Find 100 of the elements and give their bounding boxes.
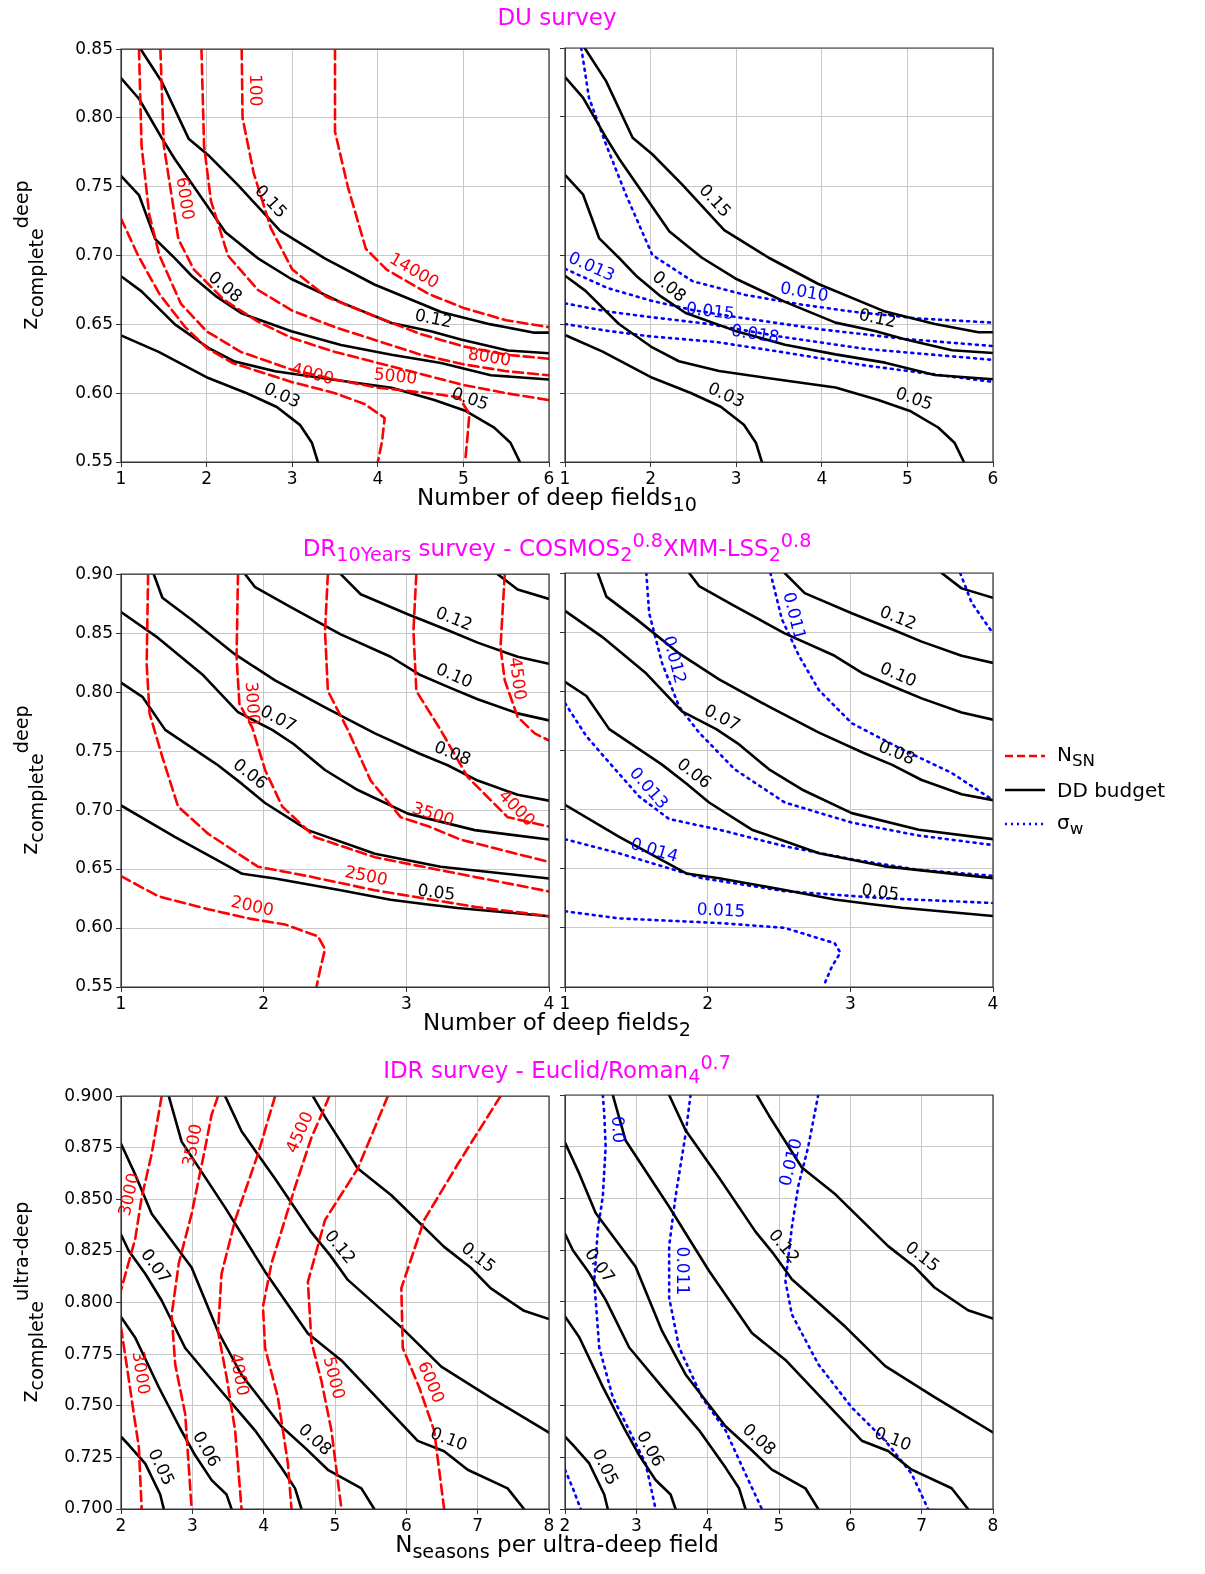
annotation: 0.011: [779, 589, 811, 642]
annotation: 0.011: [672, 1246, 693, 1296]
x-tick-label: 1: [115, 992, 127, 1013]
x-tick-label: 7: [916, 1514, 928, 1535]
y-tick-label: 0.85: [75, 37, 113, 58]
annotation: 0.010: [774, 1135, 806, 1189]
legend-label: σ$_{w}$: [1057, 809, 1084, 838]
annotation: 0.03: [261, 377, 304, 412]
annotation: 0.08: [431, 736, 475, 770]
annotation: 6000: [172, 175, 199, 222]
x-tick-label: 2: [258, 992, 270, 1013]
annotation: 5000: [372, 363, 419, 388]
y-tick-label: 0.875: [64, 1136, 113, 1157]
annotation: 0.010: [778, 277, 831, 306]
y-tick-label: 0.75: [75, 739, 113, 760]
annotation: 0.12: [413, 304, 455, 332]
annotation: 5000: [319, 1354, 350, 1402]
y-tick-label: 0.65: [75, 312, 113, 333]
x-tick-label: 5: [329, 1514, 341, 1535]
y-tick-label: 0.800: [64, 1291, 113, 1312]
annotation: 0.05: [860, 879, 901, 904]
y-tick-label: 0.80: [75, 106, 113, 127]
x-tick-label: 3: [730, 467, 742, 488]
x-tick-label: 1: [115, 467, 127, 488]
x-tick-label: 6: [844, 1514, 856, 1535]
annotation: 6000: [414, 1358, 450, 1406]
x-tick-label: 6: [987, 467, 999, 488]
x-tick-label: 3: [400, 992, 412, 1013]
y-tick-label: 0.850: [64, 1187, 113, 1208]
x-tick-label: 4: [258, 1514, 270, 1535]
y-tick-label: 0.900: [64, 1084, 113, 1105]
annotation: 0.014: [628, 832, 681, 867]
annotation: 0.07: [701, 699, 744, 735]
annotation: 0.10: [871, 1422, 915, 1455]
x-tick-label: 8: [987, 1514, 999, 1535]
x-tick-label: 4: [816, 467, 828, 488]
line-series: [121, 874, 327, 987]
y-tick-label: 0.55: [75, 450, 113, 471]
annotation: 0.015: [696, 898, 746, 921]
x-tick-label: 3: [844, 992, 856, 1013]
annotation: 0.012: [659, 633, 691, 686]
line-series: [412, 574, 549, 828]
annotation: 0.06: [633, 1427, 669, 1470]
x-tick-label: 3: [186, 1514, 198, 1535]
annotation: 0.05: [893, 382, 936, 414]
annotation: 4500: [281, 1108, 317, 1156]
chart-title: DU survey: [496, 4, 618, 30]
annotation: 0.05: [449, 382, 492, 414]
y-tick-label: 0.825: [64, 1239, 113, 1260]
annotation: 0.05: [416, 879, 457, 904]
x-tick-label: 2: [201, 467, 213, 488]
y-tick-label: 0.700: [64, 1497, 113, 1518]
annotation: 4000: [226, 1351, 254, 1398]
line-series: [323, 574, 549, 864]
legend-label: N$_{SN}$: [1057, 741, 1096, 770]
annotation: 0.0: [607, 1115, 630, 1144]
annotation: 3000: [128, 1349, 155, 1396]
line-series: [333, 49, 549, 329]
y-tick-label: 0.725: [64, 1445, 113, 1466]
y-tick-label: 0.75: [75, 175, 113, 196]
x-tick-label: 5: [901, 467, 913, 488]
y-tick-label: 0.70: [75, 244, 113, 265]
annotation: 2000: [229, 890, 276, 920]
annotation: 0.03: [705, 377, 748, 412]
y-tick-label: 0.70: [75, 798, 113, 819]
annotation: 0.12: [857, 303, 899, 332]
annotation: 0.12: [876, 600, 920, 634]
annotation: 0.06: [189, 1427, 225, 1471]
line-series: [499, 574, 549, 742]
y-tick-label: 0.65: [75, 857, 113, 878]
x-tick-label: 2: [115, 1514, 127, 1535]
x-tick-label: 4: [372, 467, 384, 488]
annotation: 0.08: [875, 735, 919, 769]
y-tick-label: 0.80: [75, 680, 113, 701]
annotation: 0.10: [877, 657, 920, 691]
legend-label: DD budget: [1057, 777, 1166, 802]
y-tick-label: 0.750: [64, 1394, 113, 1415]
annotation: 100: [245, 73, 267, 107]
y-tick-label: 0.60: [75, 916, 113, 937]
annotation: 3500: [177, 1122, 206, 1169]
x-tick-label: 5: [773, 1514, 785, 1535]
annotation: 0.10: [427, 1422, 471, 1455]
annotation: 0.12: [432, 601, 476, 635]
line-series: [400, 1096, 502, 1509]
y-tick-label: 0.60: [75, 381, 113, 402]
x-tick-label: 2: [702, 992, 714, 1013]
y-tick-label: 0.55: [75, 975, 113, 996]
annotation: 4500: [505, 655, 531, 702]
annotation: 2500: [343, 860, 390, 890]
line-series: [145, 574, 549, 918]
annotation: 3500: [409, 797, 458, 830]
x-tick-label: 4: [987, 992, 999, 1013]
x-tick-label: 3: [286, 467, 298, 488]
y-tick-label: 0.85: [75, 621, 113, 642]
annotation: 3000: [113, 1170, 144, 1218]
annotation: 0.05: [144, 1445, 179, 1489]
y-tick-label: 0.775: [64, 1342, 113, 1363]
annotation: 0.10: [433, 658, 476, 692]
annotation: 0.05: [588, 1445, 623, 1489]
y-tick-label: 0.90: [75, 562, 113, 583]
